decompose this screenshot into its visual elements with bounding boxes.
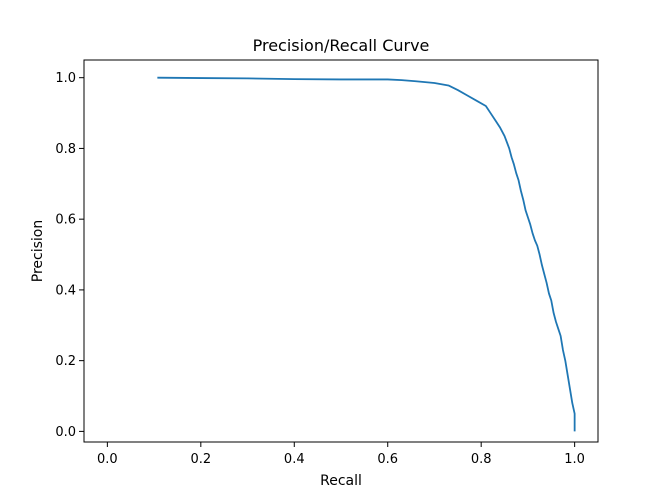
- y-tick-label: 0.6: [55, 213, 76, 228]
- series-layer: [157, 76, 576, 432]
- x-tick-label: 0.4: [284, 452, 305, 467]
- x-axis-title: Recall: [320, 473, 362, 489]
- y-axis-title: Precision: [30, 220, 46, 282]
- precision-recall-line: [157, 76, 576, 432]
- x-tick-label: 1.0: [564, 452, 585, 467]
- y-tick-label: 0.2: [55, 354, 76, 369]
- y-tick-label: 1.0: [55, 71, 76, 86]
- x-tick-label: 0.8: [471, 452, 492, 467]
- y-tick-label: 0.4: [55, 283, 76, 298]
- y-tick-label: 0.0: [55, 425, 76, 440]
- y-tick-label: 0.8: [55, 142, 76, 157]
- plot-frame: [83, 59, 599, 443]
- x-axis-ticks: 0.0 0.2 0.4 0.6 0.8 1.0: [97, 442, 585, 467]
- x-tick-label: 0.6: [377, 452, 398, 467]
- chart-title: Precision/Recall Curve: [253, 36, 430, 55]
- y-axis-ticks: 0.0 0.2 0.4 0.6 0.8 1.0: [55, 71, 84, 440]
- x-tick-label: 0.2: [190, 452, 211, 467]
- x-tick-label: 0.0: [97, 452, 118, 467]
